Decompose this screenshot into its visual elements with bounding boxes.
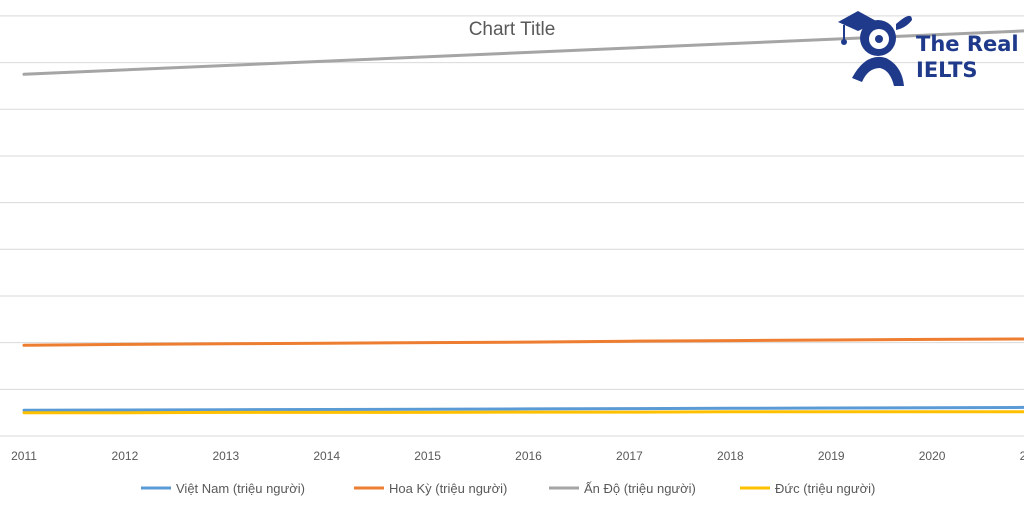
mascot-eye-icon — [875, 35, 883, 43]
series-line-1 — [22, 405, 1024, 412]
x-tick-label: 2018 — [717, 449, 744, 463]
x-tick-label: 2016 — [515, 449, 542, 463]
logo-line-2: IELTS — [916, 58, 978, 82]
legend: Việt Nam (triệu người) Hoa Kỳ (triệu ngườ… — [141, 481, 875, 496]
series-line-4 — [22, 410, 1024, 415]
x-tick-label: 2012 — [112, 449, 139, 463]
legend-label: Việt Nam (triệu người) — [176, 481, 305, 496]
chart-title: Chart Title — [469, 19, 556, 40]
legend-label: Hoa Kỳ (triệu người) — [389, 481, 507, 496]
logo-line-1: The Real — [916, 32, 1019, 56]
tassel-end-icon — [841, 39, 847, 45]
series-line-2 — [22, 337, 1024, 347]
x-tick-label: 2019 — [818, 449, 845, 463]
x-tick-label: 2017 — [616, 449, 643, 463]
x-tick-label: 2020 — [919, 449, 946, 463]
graduate-mascot-icon — [838, 11, 912, 86]
mascot-body-icon — [852, 56, 904, 86]
x-tick-label: 2011 — [11, 449, 37, 463]
x-tick-label: 2021 — [1020, 449, 1024, 463]
legend-label: Ấn Độ (triệu người) — [584, 481, 696, 496]
x-tick-label: 2015 — [414, 449, 441, 463]
legend-label: Đức (triệu người) — [775, 481, 875, 496]
x-tick-label: 2013 — [212, 449, 239, 463]
x-axis-ticks: 2011 2012 2013 2014 2015 2016 2017 2018 2019 2020… — [11, 449, 1024, 463]
x-tick-label: 2014 — [313, 449, 340, 463]
mascot-arm-icon — [896, 15, 912, 30]
the-real-ielts-logo: The Real IELTS — [838, 11, 1019, 86]
